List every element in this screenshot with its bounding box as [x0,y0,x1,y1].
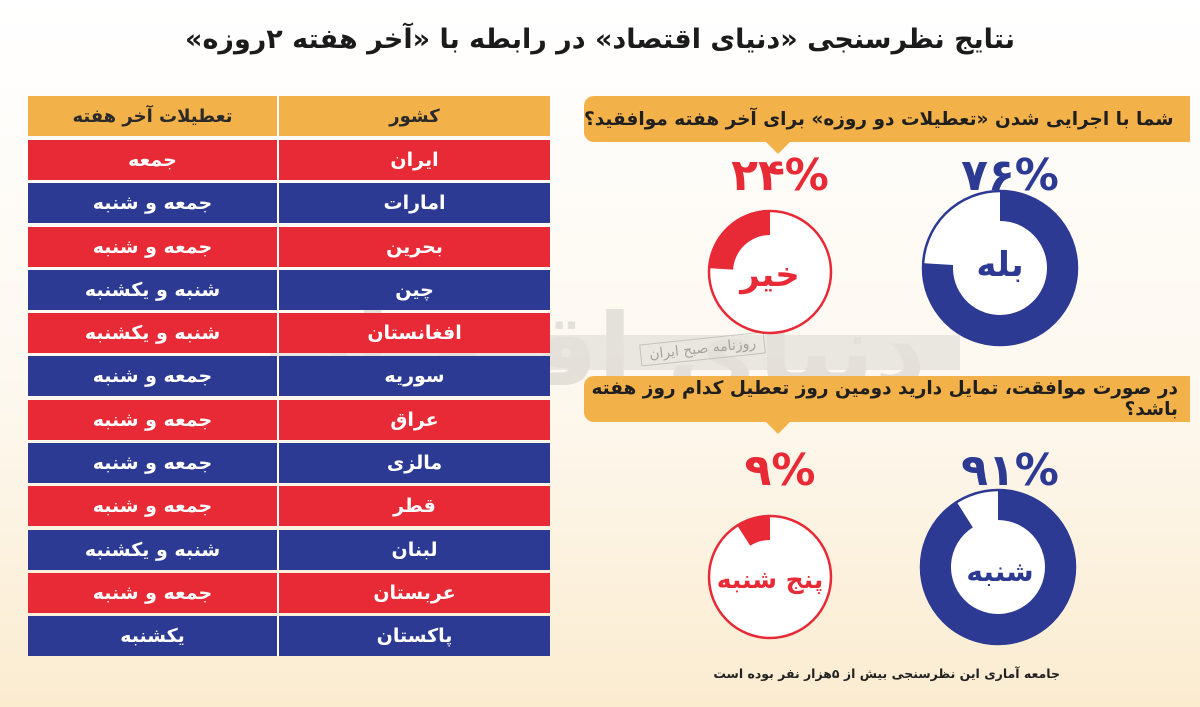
column-divider [277,96,279,136]
thursday-slice [736,515,770,546]
question-2-text: در صورت موافقت، تمایل دارید دومین روز تع… [591,378,1178,420]
cell-weekend: جمعه و شنبه [92,235,213,258]
table-row: یکشنبه پاکستان [28,616,550,657]
cell-weekend: شنبه و یکشنبه [84,538,221,561]
question-1-text: شما با اجرایی شدن «تعطیلات دو روزه» برای… [584,108,1174,130]
cell-country: افغانستان [367,322,462,345]
column-divider [277,572,279,613]
saturday-label: شنبه [966,555,1034,588]
speech-tail [765,422,790,434]
column-divider [277,356,279,397]
column-divider [277,399,279,440]
header-country: کشور [389,105,440,127]
cell-weekend: جمعه [128,149,177,171]
header-weekend: تعطیلات آخر هفته [72,105,233,127]
column-divider [277,529,279,570]
cell-weekend: جمعه و شنبه [92,581,213,604]
table-row: شنبه و یکشنبه چین [28,269,550,310]
table-row: شنبه و یکشنبه افغانستان [28,313,550,354]
table-row: جمعه و شنبه قطر [28,486,550,527]
yes-label: بله [976,245,1024,285]
table-header: تعطیلات آخر هفته کشور [28,96,550,136]
question-1: شما با اجرایی شدن «تعطیلات دو روزه» برای… [584,96,1190,154]
no-label: خیر [740,255,800,295]
table-row: جمعه و شنبه مالزی [28,443,550,484]
table-row: جمعه ایران [28,140,550,180]
table-row: جمعه و شنبه امارات [28,183,550,224]
weekend-table: تعطیلات آخر هفته کشور جمعه ایران جمعه و شن… [28,96,550,660]
cell-country: عربستان [373,581,456,604]
cell-weekend: جمعه و شنبه [92,452,213,475]
question-2: در صورت موافقت، تمایل دارید دومین روز تع… [584,376,1190,434]
cell-country: ایران [390,149,439,171]
thursday-label: پنج شنبه [716,565,824,594]
thursday-percent: ۹% [744,445,816,496]
table-row: جمعه و شنبه بحرین [28,226,550,267]
cell-weekend: جمعه و شنبه [92,365,213,388]
cell-weekend: جمعه و شنبه [92,495,213,518]
no-slice [708,210,770,270]
column-divider [277,313,279,354]
yes-slice [922,190,1078,346]
cell-country: پاکستان [376,625,453,648]
column-divider [277,269,279,310]
cell-country: بحرین [386,235,443,258]
column-divider [277,183,279,224]
cell-country: امارات [383,192,446,215]
column-divider [277,443,279,484]
column-divider [277,226,279,267]
cell-country: مالزی [386,452,443,475]
cell-country: چین [395,278,434,301]
footnote: جامعه آماری این نظرسنجی بیش از ۵هزار نفر… [713,666,1060,681]
cell-weekend: جمعه و شنبه [92,192,213,215]
cell-weekend: شنبه و یکشنبه [84,322,221,345]
column-divider [277,140,279,180]
table-row: جمعه و شنبه عربستان [28,572,550,613]
cell-country: لبنان [391,538,438,561]
cell-weekend: یکشنبه [120,625,185,648]
cell-weekend: شنبه و یکشنبه [84,278,221,301]
cell-country: سوریه [384,365,445,388]
cell-weekend: جمعه و شنبه [92,408,213,431]
saturday-slice [920,489,1076,645]
table-row: شنبه و یکشنبه لبنان [28,529,550,570]
column-divider [277,616,279,657]
speech-tail [765,142,790,154]
cell-country: عراق [390,408,439,431]
table-row: جمعه و شنبه سوریه [28,356,550,397]
page-title: نتایج نظرسنجی «دنیای اقتصاد» در رابطه با… [185,24,1015,55]
no-percent: ۲۴% [731,150,829,201]
table-row: جمعه و شنبه عراق [28,399,550,440]
column-divider [277,486,279,527]
saturday-percent: ۹۱% [961,445,1059,496]
cell-country: قطر [393,495,436,518]
